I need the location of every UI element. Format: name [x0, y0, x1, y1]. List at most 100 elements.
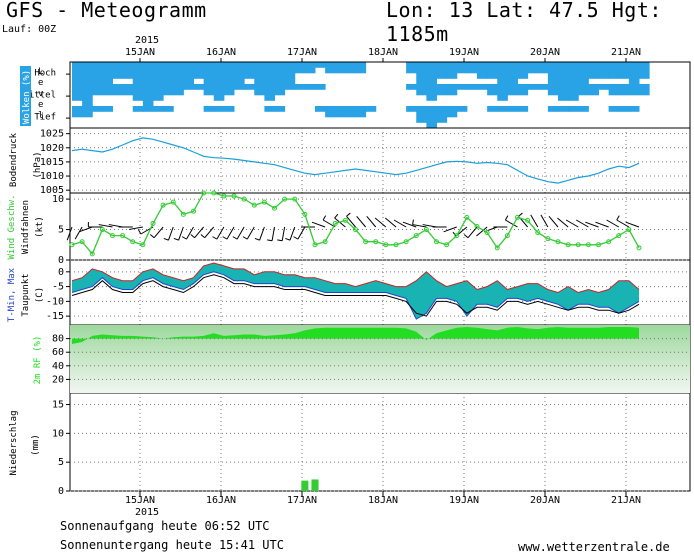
- y-tick-label: 0: [58, 255, 64, 266]
- y-tick-label: 5: [58, 225, 64, 236]
- wind-speed-line: [71, 192, 640, 256]
- cloud-cell: [223, 78, 235, 85]
- wind-barb: [74, 226, 83, 240]
- cloud-cell: [466, 67, 478, 74]
- wind-speed-point: [231, 193, 237, 199]
- cloud-cell: [436, 111, 448, 118]
- cloud-cell: [456, 106, 468, 112]
- cloud-cell: [618, 67, 630, 74]
- cloud-cell: [355, 106, 367, 112]
- cloud-cell: [183, 73, 194, 79]
- cloud-cell: [223, 89, 235, 96]
- cloud-cell: [436, 106, 448, 112]
- wind-barb-flag: [293, 236, 299, 240]
- cloud-cell: [92, 89, 103, 96]
- cloud-cell: [578, 84, 589, 90]
- cloud-cell: [608, 73, 620, 79]
- cloud-cell: [639, 67, 650, 74]
- cloud-cell: [102, 78, 113, 85]
- y-tick-label: 5: [58, 457, 64, 468]
- cloud-cell: [547, 78, 559, 85]
- cloud-cell: [213, 106, 225, 112]
- date-label-bottom: 21JAN: [611, 495, 641, 506]
- cloud-cell: [163, 89, 174, 96]
- wind-speed-point: [211, 190, 217, 196]
- cloud-cell: [82, 67, 93, 74]
- location-readout: Lon: 13 Lat: 47.5 Hgt: 1185m: [386, 0, 662, 46]
- wind-speed-point: [565, 242, 571, 248]
- cloud-cell: [234, 73, 245, 79]
- wind-barb: [616, 219, 630, 228]
- wind-speed-point: [201, 190, 207, 196]
- cloud-cell: [517, 67, 529, 74]
- cloud-cell: [183, 62, 194, 68]
- cloud-cell: [122, 84, 134, 90]
- cloud-cell: [345, 67, 356, 74]
- cloud-cell: [173, 73, 184, 79]
- cloud-cell: [122, 73, 134, 79]
- wind-speed-point: [434, 239, 439, 245]
- wind-speed-point: [221, 193, 227, 199]
- wind-barb: [530, 214, 539, 228]
- cloud-cell: [578, 73, 589, 79]
- cloud-cell: [254, 78, 265, 85]
- wind-speed-point: [292, 196, 298, 202]
- cloud-cell: [254, 67, 265, 74]
- cloud-cell: [183, 84, 194, 90]
- wind-barb: [129, 226, 143, 230]
- cloud-cell: [132, 106, 144, 112]
- cloud-cell: [558, 67, 569, 74]
- cloud-cell: [568, 73, 579, 79]
- cloud-cell: [446, 89, 458, 96]
- wind-barb: [565, 219, 579, 228]
- cloud-cell: [436, 89, 448, 96]
- cloud-cell: [426, 95, 437, 101]
- cloud-cell: [142, 67, 154, 74]
- cloud-cell: [466, 84, 478, 90]
- panel-frame: [69, 392, 691, 492]
- y-tick-label: 60: [52, 347, 64, 358]
- cloud-level-label: Mittel: [23, 91, 56, 101]
- cloud-cell: [487, 106, 498, 112]
- wind-speed-point: [484, 230, 490, 236]
- cloud-cell: [112, 62, 124, 68]
- cloud-cell: [183, 78, 194, 85]
- cloud-cell: [274, 106, 286, 112]
- precip-bar: [311, 479, 319, 491]
- wind-barb: [194, 226, 205, 239]
- wind-barb: [346, 215, 356, 228]
- cloud-cell: [163, 106, 174, 112]
- cloud-cell: [355, 67, 367, 74]
- cloud-cell: [426, 78, 437, 85]
- wind-speed-point: [585, 242, 591, 248]
- cloud-cell: [72, 89, 83, 96]
- cloud-cell: [568, 89, 579, 96]
- cloud-cell: [426, 84, 437, 90]
- cloud-cell: [426, 62, 437, 68]
- wind-barb-flag: [346, 212, 351, 217]
- cloud-cell: [628, 67, 640, 74]
- cloud-cell: [304, 67, 316, 74]
- cloud-cell: [578, 67, 589, 74]
- y-tick-label: -15: [46, 311, 64, 322]
- wind-barb-flag: [212, 236, 218, 240]
- cloud-cell: [628, 73, 640, 79]
- cloud-cell: [497, 84, 508, 90]
- wind-barb: [606, 219, 620, 228]
- cloud-cell: [274, 62, 286, 68]
- cloud-cell: [213, 89, 225, 96]
- cloud-cell: [426, 89, 437, 96]
- wind-barb-flag: [232, 236, 238, 240]
- cloud-cell: [112, 67, 124, 74]
- pressure-line: [71, 137, 640, 184]
- wind-barb: [78, 226, 93, 233]
- cloud-cell: [608, 62, 620, 68]
- wind-barb-flag: [504, 215, 509, 221]
- cloud-cell: [72, 84, 83, 90]
- wind-speed-point: [444, 242, 450, 248]
- cloud-cell: [527, 84, 539, 90]
- cloud-cell: [254, 89, 265, 96]
- cloud-cell: [72, 67, 83, 74]
- cloud-cell: [618, 73, 630, 79]
- cloud-cell: [639, 89, 650, 96]
